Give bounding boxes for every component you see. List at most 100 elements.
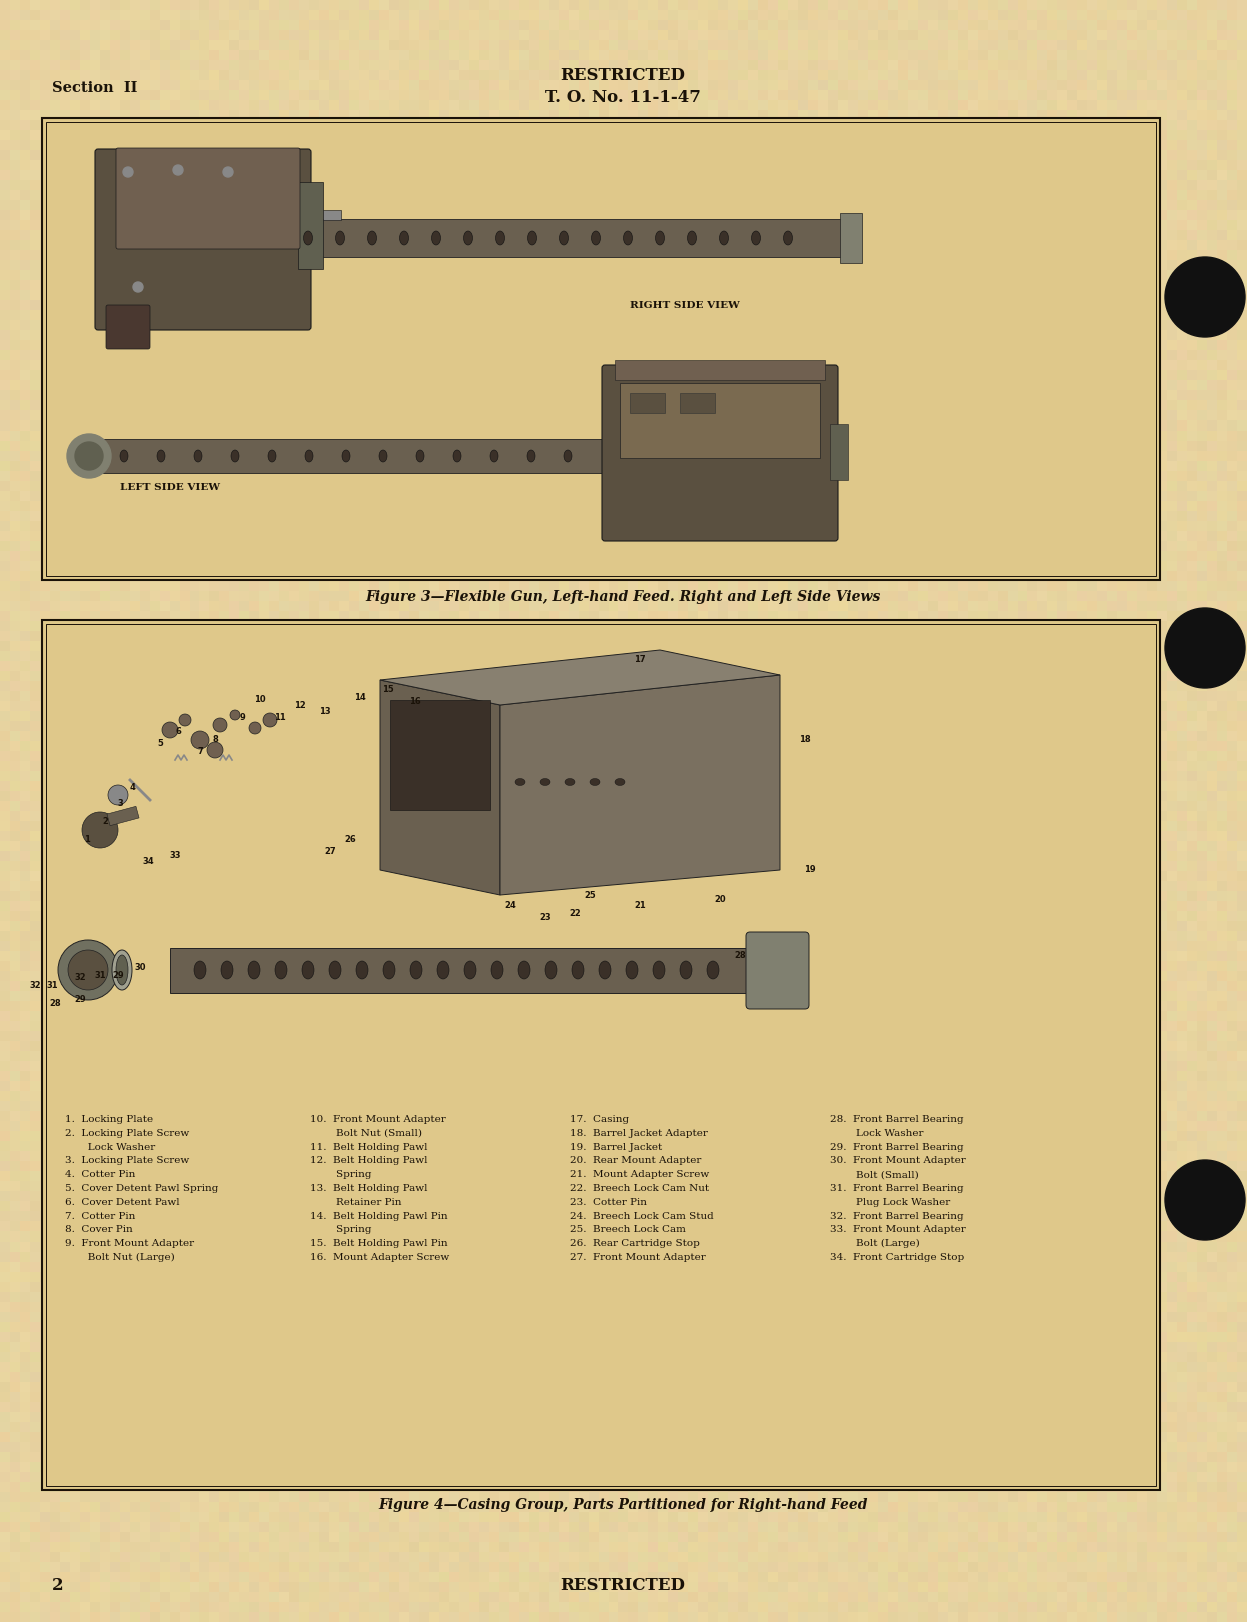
Text: 31.  Front Barrel Bearing: 31. Front Barrel Bearing [831, 1184, 964, 1194]
Text: Bolt (Small): Bolt (Small) [831, 1169, 919, 1179]
Circle shape [173, 165, 183, 175]
Circle shape [191, 732, 209, 749]
Text: 17: 17 [635, 655, 646, 665]
Circle shape [82, 813, 118, 848]
Bar [42, 620, 1160, 1491]
Text: 8: 8 [212, 735, 218, 744]
Text: 19: 19 [804, 866, 816, 874]
Text: Bolt Nut (Small): Bolt Nut (Small) [311, 1129, 421, 1137]
Text: 28: 28 [734, 950, 746, 960]
Ellipse shape [329, 960, 340, 980]
Ellipse shape [195, 449, 202, 462]
Text: 3.  Locking Plate Screw: 3. Locking Plate Screw [65, 1156, 190, 1165]
Polygon shape [380, 680, 500, 895]
Text: 24.  Breech Lock Cam Stud: 24. Breech Lock Cam Stud [570, 1212, 713, 1221]
Text: 8.  Cover Pin: 8. Cover Pin [65, 1225, 132, 1234]
Text: 33.  Front Mount Adapter: 33. Front Mount Adapter [831, 1225, 965, 1234]
Text: 11: 11 [274, 714, 286, 722]
Text: 34.  Front Cartridge Stop: 34. Front Cartridge Stop [831, 1254, 964, 1262]
Text: 5.  Cover Detent Pawl Spring: 5. Cover Detent Pawl Spring [65, 1184, 218, 1194]
Bar [323, 209, 340, 221]
Ellipse shape [276, 960, 287, 980]
Ellipse shape [783, 230, 793, 245]
Ellipse shape [116, 955, 128, 985]
Ellipse shape [399, 230, 409, 245]
Text: RIGHT SIDE VIEW: RIGHT SIDE VIEW [630, 300, 739, 310]
Circle shape [59, 941, 118, 1001]
Polygon shape [500, 675, 781, 895]
FancyBboxPatch shape [602, 365, 838, 542]
Bar [840, 212, 862, 263]
Ellipse shape [495, 230, 505, 245]
Ellipse shape [342, 449, 350, 462]
Text: 16.  Mount Adapter Screw: 16. Mount Adapter Screw [311, 1254, 449, 1262]
Ellipse shape [464, 960, 476, 980]
Ellipse shape [656, 230, 665, 245]
Text: 27: 27 [324, 848, 335, 856]
Text: 1.  Locking Plate: 1. Locking Plate [65, 1114, 153, 1124]
Bar [42, 118, 1160, 581]
Circle shape [213, 719, 227, 732]
Text: 28.  Front Barrel Bearing: 28. Front Barrel Bearing [831, 1114, 964, 1124]
Circle shape [69, 950, 108, 989]
Text: 7.  Cotter Pin: 7. Cotter Pin [65, 1212, 136, 1221]
FancyBboxPatch shape [106, 305, 150, 349]
Ellipse shape [157, 449, 165, 462]
Text: Lock Washer: Lock Washer [831, 1129, 924, 1137]
Text: 24: 24 [504, 900, 516, 910]
Text: 6: 6 [175, 727, 181, 735]
Text: Section  II: Section II [52, 81, 137, 96]
Bar [831, 423, 848, 480]
Text: 13: 13 [319, 707, 330, 717]
Text: 16: 16 [409, 697, 421, 707]
Ellipse shape [626, 960, 638, 980]
Ellipse shape [653, 960, 665, 980]
Text: 29: 29 [74, 996, 86, 1004]
Text: 9: 9 [239, 714, 244, 722]
Ellipse shape [527, 449, 535, 462]
Text: 14: 14 [354, 694, 365, 702]
Text: 6.  Cover Detent Pawl: 6. Cover Detent Pawl [65, 1197, 180, 1207]
Ellipse shape [335, 230, 344, 245]
Ellipse shape [545, 960, 557, 980]
Text: Bolt Nut (Large): Bolt Nut (Large) [65, 1254, 175, 1262]
Text: 22.  Breech Lock Cam Nut: 22. Breech Lock Cam Nut [570, 1184, 710, 1194]
Circle shape [249, 722, 261, 735]
Text: Bolt (Large): Bolt (Large) [831, 1239, 920, 1249]
Circle shape [67, 435, 111, 478]
Text: 34: 34 [142, 858, 153, 866]
Text: Figure 4—Casing Group, Parts Partitioned for Right-hand Feed: Figure 4—Casing Group, Parts Partitioned… [378, 1499, 868, 1512]
Text: Spring: Spring [311, 1169, 372, 1179]
Bar [615, 360, 826, 380]
Text: RESTRICTED: RESTRICTED [560, 67, 686, 83]
Circle shape [180, 714, 191, 727]
Ellipse shape [752, 230, 761, 245]
Text: 21: 21 [635, 900, 646, 910]
Text: 18: 18 [799, 735, 811, 744]
Text: 11.  Belt Holding Pawl: 11. Belt Holding Pawl [311, 1142, 428, 1152]
Text: 25: 25 [584, 890, 596, 900]
Ellipse shape [518, 960, 530, 980]
Ellipse shape [84, 449, 91, 462]
Bar [620, 383, 821, 457]
Text: 17.  Casing: 17. Casing [570, 1114, 630, 1124]
Text: 2: 2 [52, 1577, 64, 1593]
Ellipse shape [120, 449, 128, 462]
Text: 31: 31 [46, 981, 57, 989]
Text: RESTRICTED: RESTRICTED [560, 1577, 686, 1593]
Ellipse shape [379, 449, 387, 462]
Text: 29: 29 [112, 970, 123, 980]
Circle shape [75, 443, 104, 470]
Bar [680, 393, 715, 414]
Text: 21.  Mount Adapter Screw: 21. Mount Adapter Screw [570, 1169, 710, 1179]
Text: Figure 3—Flexible Gun, Left-hand Feed. Right and Left Side Views: Figure 3—Flexible Gun, Left-hand Feed. R… [365, 590, 880, 603]
Bar [390, 701, 490, 809]
Text: Retainer Pin: Retainer Pin [311, 1197, 402, 1207]
Text: 20: 20 [715, 895, 726, 905]
Ellipse shape [680, 960, 692, 980]
Circle shape [1165, 1160, 1245, 1239]
Text: 33: 33 [170, 850, 181, 860]
Ellipse shape [515, 779, 525, 785]
Ellipse shape [540, 779, 550, 785]
Ellipse shape [431, 230, 440, 245]
